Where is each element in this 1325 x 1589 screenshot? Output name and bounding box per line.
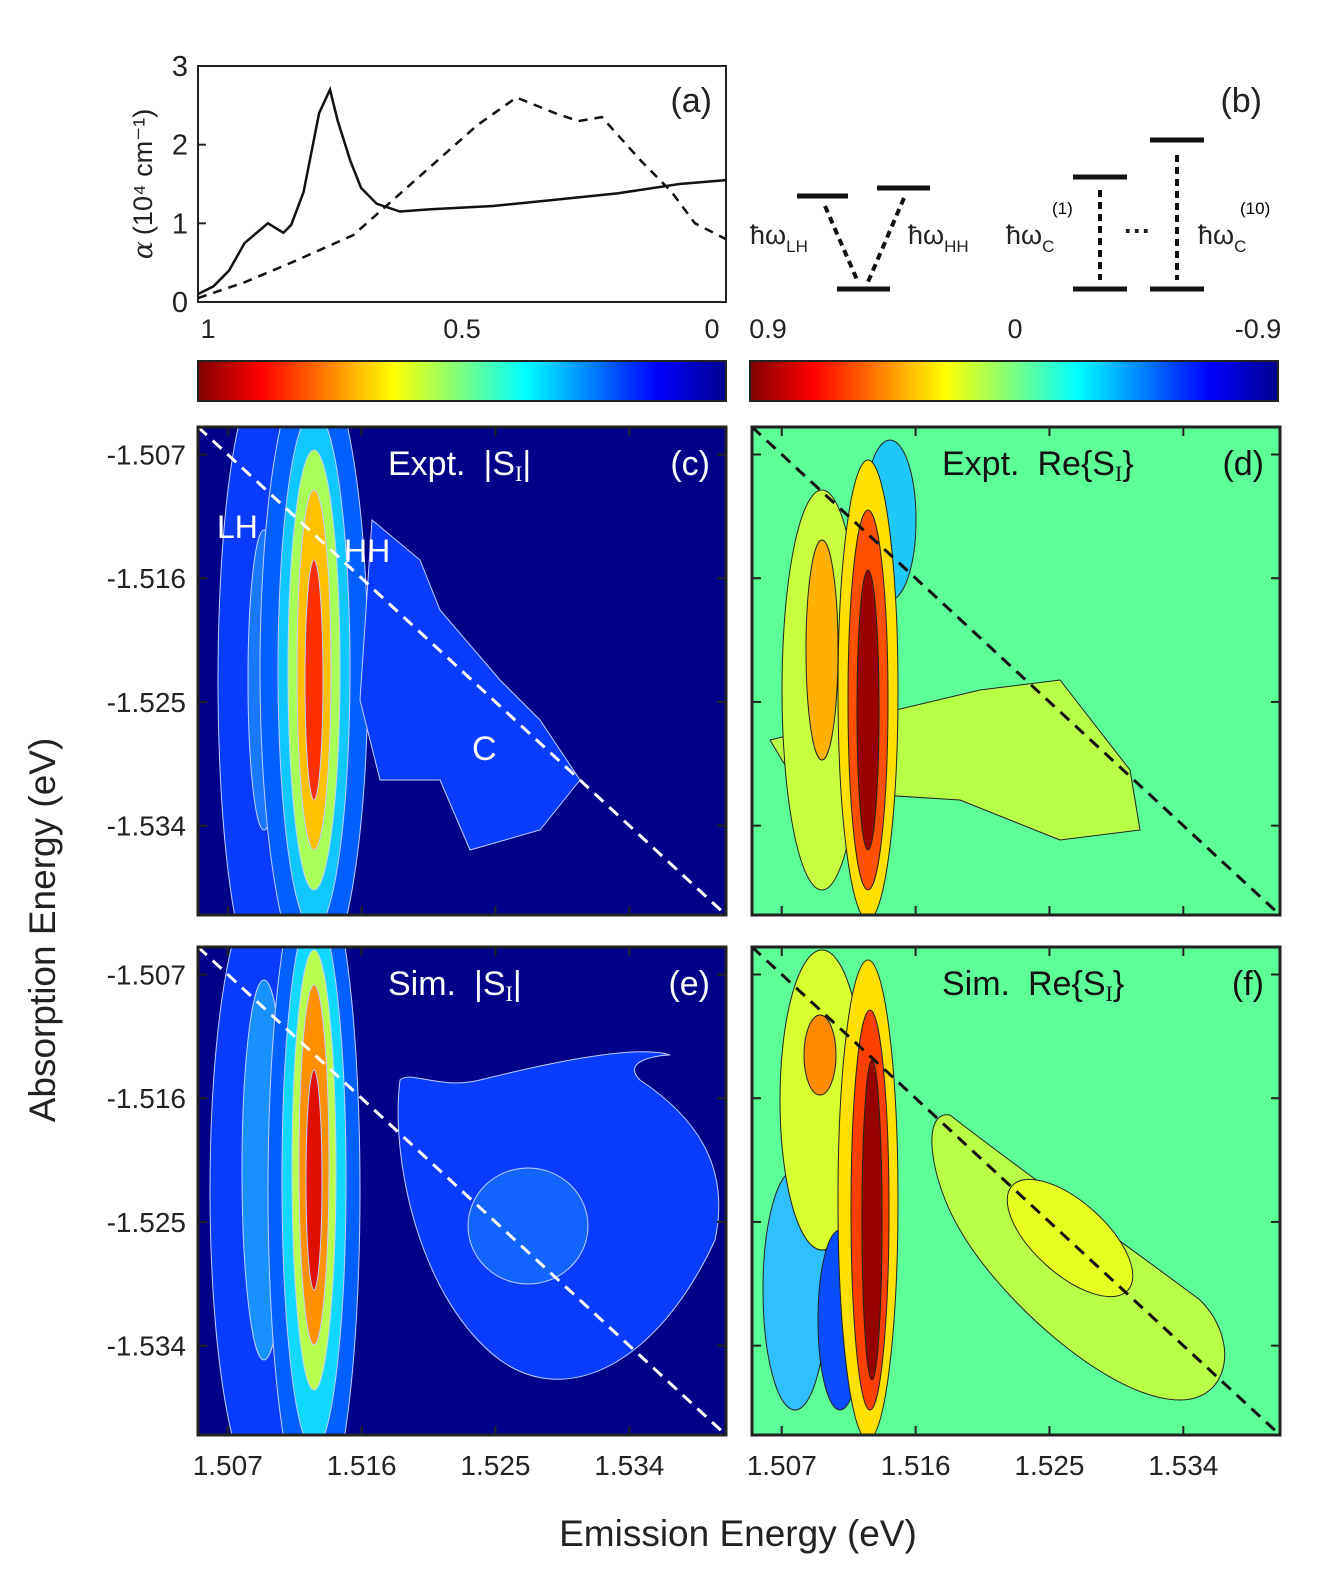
f-lh-lobe-inner [803,1014,837,1096]
panel-d [750,425,1282,917]
ytick-label-1--1.516: -1.516 [107,1083,186,1114]
x-axis-label: Emission Energy (eV) [559,1513,917,1554]
xtick-label-0-1.534: 1.534 [594,1450,664,1481]
annotation-hh: HH [344,533,390,569]
panel-c: LH HH C [196,425,728,917]
colorbars: 1 0.5 0 0.9 0 -0.9 [197,314,1282,402]
panel-a: 0 1 2 3 (a) α(10⁴ cm⁻¹) [128,51,727,319]
colorbar-right-tick-0.9: 0.9 [749,314,787,344]
ytick-label-0--1.534: -1.534 [107,811,186,842]
xtick-label-1-1.534: 1.534 [1148,1450,1218,1481]
panel-a-ylabel: α(10⁴ cm⁻¹) [128,109,159,260]
panel-c-frame [196,425,728,917]
colorbar-left-tick-0: 0 [704,314,719,344]
y-axis-label: Absorption Energy (eV) [22,738,63,1123]
ytick-label-0--1.525: -1.525 [107,687,186,718]
e-continuum-peak [467,1167,589,1285]
label-hbar-omega-c1: ħωC [1006,220,1054,256]
panel-b: (b) ħωLH ħωHH ħωC (1) ··· ħωC (10) [750,82,1270,292]
absorption-solid-line [198,85,726,296]
panel-title-3: Sim. Re{SI} [942,965,1124,1006]
panel-title-0: Expt. |SI| [388,445,531,486]
colorbar-right [749,360,1279,402]
panel-a-frame [197,65,727,303]
panel-e-frame [196,945,728,1437]
label-c10-superscript: (10) [1240,199,1270,218]
ytick-label-1--1.525: -1.525 [107,1207,186,1238]
d-peak-inner [856,569,880,851]
xtick-label-0-1.525: 1.525 [460,1450,530,1481]
colorbar-left-tick-1: 1 [200,314,215,344]
panel-tag-3: (f) [1232,965,1264,1003]
panel-a-tag: (a) [670,82,712,120]
label-hbar-omega-lh: ħωLH [750,220,808,256]
c-hh-band-4 [304,559,324,801]
panel-a-ytick-label-3: 3 [172,51,188,83]
colorbar-right-tick-0: 0 [1007,314,1022,344]
ytick-label-0--1.516: -1.516 [107,563,186,594]
hh-transition [866,197,906,283]
ytick-label-1--1.507: -1.507 [107,959,186,990]
panel-a-ytick-label-1: 1 [172,208,188,240]
annotation-lh: LH [217,509,258,545]
panel-a-ytick-label-0: 0 [172,287,188,319]
panel-a-ytick-label-2: 2 [172,130,188,162]
colorbar-left-tick-0.5: 0.5 [443,314,481,344]
label-hbar-omega-c10: ħωC [1198,220,1246,256]
xtick-label-0-1.516: 1.516 [327,1450,397,1481]
panel-f-frame [750,945,1282,1437]
panel-title-1: Expt. Re{SI} [942,445,1134,486]
panel-title-2: Sim. |SI| [388,965,522,1006]
panel-tag-1: (d) [1222,445,1264,483]
colorbar-right-tick-neg0.9: -0.9 [1235,314,1282,344]
c-continuum-region [359,518,581,851]
label-hbar-omega-hh: ħωHH [908,220,969,256]
ytick-label-0--1.507: -1.507 [107,439,186,470]
ytick-label-1--1.534: -1.534 [107,1331,186,1362]
xtick-label-0-1.507: 1.507 [193,1450,263,1481]
alpha-symbol: α [128,241,159,259]
lh-transition [823,205,860,283]
ellipsis-dots: ··· [1124,216,1151,246]
f-peak-inner [861,1059,883,1381]
colorbar-left [197,360,727,402]
panel-f [750,945,1282,1437]
d-left-lobe-inner [805,539,839,761]
xtick-label-1-1.525: 1.525 [1014,1450,1084,1481]
e-hh-band-4 [305,1069,323,1291]
panel-b-tag: (b) [1220,82,1262,120]
xtick-label-1-1.516: 1.516 [881,1450,951,1481]
xtick-label-1-1.507: 1.507 [747,1450,817,1481]
f-continuum-peak [1006,1178,1134,1298]
annotation-c: C [472,730,497,768]
absorption-dashed-line [198,96,726,300]
panel-e [196,945,728,1437]
label-c1-superscript: (1) [1052,199,1073,218]
panel-tag-2: (e) [668,965,710,1003]
panel-tag-0: (c) [670,445,710,483]
panel-d-frame [750,425,1282,917]
